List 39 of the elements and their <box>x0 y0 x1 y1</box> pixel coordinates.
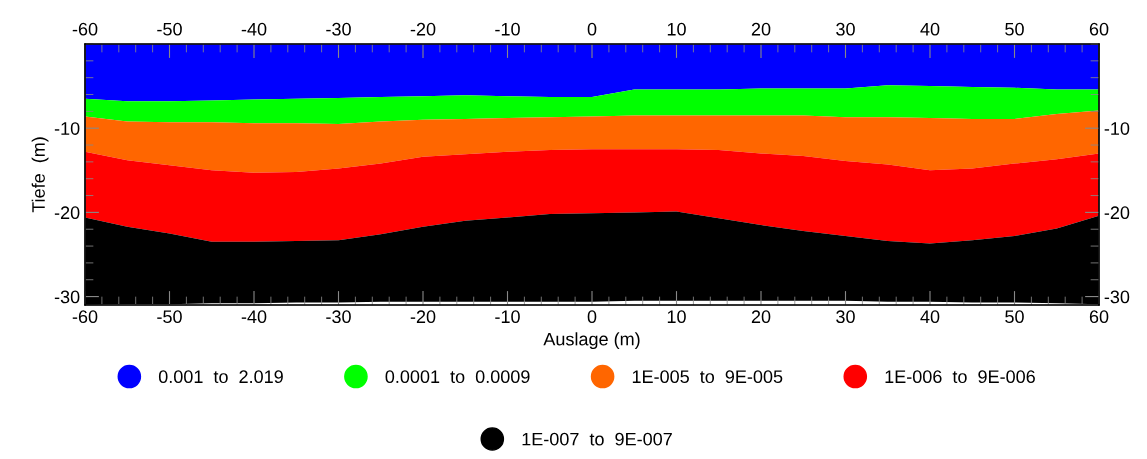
x-axis-title: Auslage (m) <box>543 332 640 350</box>
x-tick-label: 0 <box>587 310 597 324</box>
y-tick-label: -30 <box>54 290 80 304</box>
x-tick-label: 60 <box>1089 310 1109 324</box>
legend-label: 1E-007 to 9E-007 <box>522 432 672 446</box>
y-tick-label: -20 <box>54 206 80 220</box>
legend-label: 1E-006 to 9E-006 <box>885 370 1035 384</box>
y2-tick-label: -30 <box>1104 290 1130 304</box>
y2-tick-label: -10 <box>1104 122 1130 135</box>
legend-label: 0.0001 to 0.0009 <box>385 370 530 384</box>
x-tick-label: -50 <box>157 310 182 324</box>
x2-tick-label: -50 <box>157 22 182 36</box>
x2-tick-label: 40 <box>920 22 940 36</box>
x-tick-label: -20 <box>410 310 436 324</box>
x-tick-label: 40 <box>920 310 940 324</box>
x-tick-label: -30 <box>326 310 351 324</box>
x2-tick-label: -30 <box>326 22 351 36</box>
legend-label: 1E-005 to 9E-005 <box>632 370 783 384</box>
x-tick-label: -40 <box>241 310 267 324</box>
x2-tick-label: -10 <box>495 22 520 36</box>
x2-tick-label: 10 <box>667 22 686 36</box>
x2-tick-label: 0 <box>587 22 597 36</box>
x-tick-label: 30 <box>836 310 855 324</box>
x-tick-label: 50 <box>1005 310 1024 324</box>
legend-label: 0.001 to 2.019 <box>158 370 283 384</box>
x2-tick-label: 60 <box>1089 22 1109 36</box>
x2-tick-label: -60 <box>72 22 98 36</box>
x-tick-label: -60 <box>72 310 98 324</box>
y2-tick-label: -20 <box>1104 206 1130 220</box>
x-tick-label: 20 <box>751 310 771 324</box>
x-tick-label: 10 <box>667 310 686 324</box>
x2-tick-label: 20 <box>751 22 771 36</box>
x-tick-label: -10 <box>495 310 520 324</box>
y-tick-label: -10 <box>54 122 80 135</box>
x2-tick-label: 30 <box>836 22 855 36</box>
x2-tick-label: 50 <box>1005 22 1024 36</box>
x2-tick-label: -20 <box>410 22 436 36</box>
x2-tick-label: -40 <box>241 22 267 36</box>
y-axis-title: Tiefe (m) <box>31 137 49 213</box>
